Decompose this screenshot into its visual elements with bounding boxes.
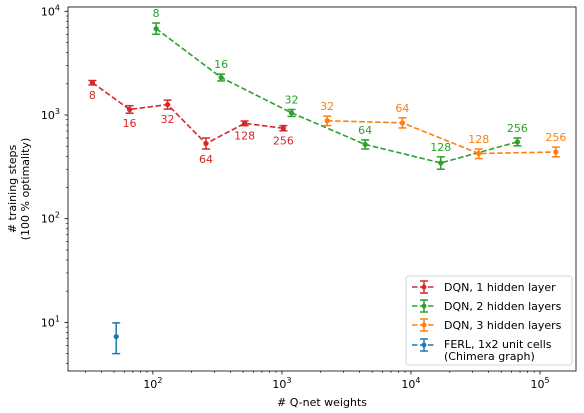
y-tick-label: 102 bbox=[41, 211, 60, 226]
legend-marker bbox=[421, 284, 427, 290]
data-label: 64 bbox=[358, 124, 372, 137]
data-label: 32 bbox=[320, 100, 334, 113]
legend-label: DQN, 1 hidden layer bbox=[444, 281, 556, 294]
legend-marker bbox=[421, 303, 427, 309]
legend-entry-3: FERL, 1x2 unit cells (Chimera graph) bbox=[412, 338, 552, 363]
data-label: 256 bbox=[545, 131, 566, 144]
data-label: 64 bbox=[199, 153, 213, 166]
data-point bbox=[126, 106, 133, 113]
data-point bbox=[362, 141, 368, 148]
legend-label: FERL, 1x2 unit cells (Chimera graph) bbox=[444, 338, 552, 363]
data-point bbox=[324, 118, 330, 124]
data-point bbox=[218, 74, 224, 81]
series-0: 8 16 32 64 128 256 bbox=[88, 79, 294, 166]
legend: DQN, 1 hidden layer DQN, 2 hidden layers D… bbox=[405, 275, 573, 366]
data-point bbox=[288, 110, 295, 116]
data-label: 8 bbox=[153, 7, 160, 20]
data-label: 32 bbox=[284, 93, 298, 106]
legend-box bbox=[405, 275, 573, 366]
data-label: 256 bbox=[273, 135, 294, 148]
series-2: 32 64 128 256 bbox=[320, 100, 566, 160]
series-line bbox=[155, 28, 518, 164]
data-label: 16 bbox=[214, 58, 228, 71]
legend-entry-1: DQN, 2 hidden layers bbox=[412, 299, 562, 313]
data-label: 64 bbox=[395, 102, 409, 115]
data-label: 8 bbox=[89, 89, 96, 102]
series-line bbox=[327, 119, 556, 155]
legend-marker bbox=[421, 342, 427, 348]
data-point bbox=[476, 150, 482, 157]
x-tick-label: 103 bbox=[272, 376, 291, 391]
series-3 bbox=[112, 322, 121, 355]
axes-frame bbox=[67, 6, 577, 372]
data-point bbox=[242, 120, 248, 126]
x-axis-label: # Q-net weights bbox=[277, 396, 367, 409]
legend-entry-0: DQN, 1 hidden layer bbox=[412, 280, 556, 294]
data-label: 32 bbox=[161, 113, 175, 126]
data-label: 128 bbox=[234, 130, 255, 143]
series-1: 8 16 32 64 128 256 bbox=[152, 7, 528, 170]
data-point bbox=[153, 26, 159, 32]
data-point bbox=[113, 333, 119, 340]
y-axis-label: # training steps(100 % optimality) bbox=[6, 138, 32, 241]
data-point bbox=[164, 101, 171, 108]
y-tick-label: 101 bbox=[41, 314, 60, 329]
x-tick-label: 104 bbox=[401, 376, 420, 391]
y-tick-label: 104 bbox=[41, 3, 60, 18]
legend-label: DQN, 2 hidden layers bbox=[444, 300, 562, 313]
plot-area: 8 16 32 64 128 256 8 16 32 64 128 256 32 64 128 256 bbox=[88, 7, 566, 355]
data-point bbox=[514, 139, 521, 145]
data-label: 128 bbox=[430, 141, 451, 154]
x-tick-label: 105 bbox=[530, 376, 549, 391]
data-label: 128 bbox=[468, 133, 489, 146]
data-label: 16 bbox=[123, 117, 137, 130]
data-point bbox=[203, 140, 209, 147]
data-label: 256 bbox=[507, 122, 528, 135]
legend-marker bbox=[421, 322, 427, 328]
y-tick-label: 103 bbox=[41, 107, 60, 122]
data-point bbox=[89, 80, 95, 86]
data-point bbox=[399, 120, 405, 126]
data-point bbox=[553, 149, 559, 155]
data-point bbox=[438, 160, 444, 166]
legend-label: DQN, 3 hidden layers bbox=[444, 319, 562, 332]
data-point bbox=[280, 125, 286, 131]
x-tick-label: 102 bbox=[143, 376, 162, 391]
legend-entry-2: DQN, 3 hidden layers bbox=[412, 318, 562, 332]
axes: 102 103 104 105 101 102 103 104 # Q-net weights #… bbox=[6, 3, 577, 409]
series-line bbox=[91, 82, 284, 145]
